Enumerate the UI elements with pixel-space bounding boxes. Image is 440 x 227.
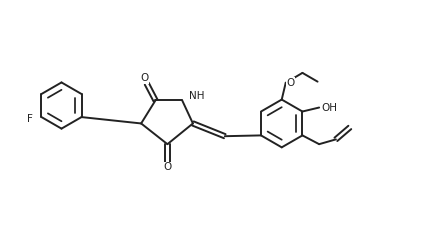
- Text: OH: OH: [321, 103, 337, 113]
- Text: O: O: [163, 162, 172, 172]
- Text: O: O: [141, 74, 149, 84]
- Text: O: O: [286, 78, 295, 88]
- Text: F: F: [27, 114, 33, 124]
- Text: NH: NH: [189, 91, 205, 101]
